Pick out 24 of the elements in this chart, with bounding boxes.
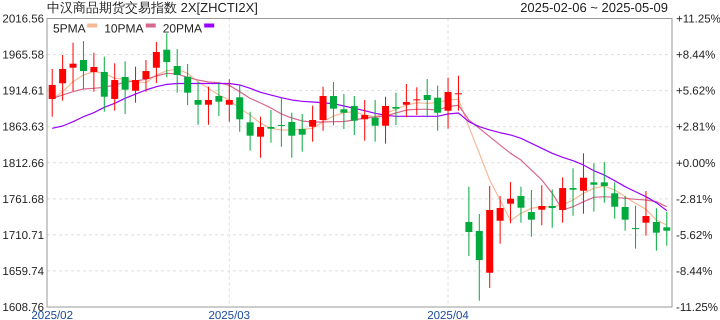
y2-tick-label: -2.81% bbox=[676, 194, 712, 206]
y-tick-label: 1659.74 bbox=[2, 266, 45, 278]
x-tick-label: 2025/03 bbox=[208, 310, 250, 320]
x-tick-label: 2025/04 bbox=[427, 310, 470, 320]
subtitle: 2025-02-06 ~ 2025-05-09 bbox=[520, 0, 668, 15]
y-tick-label: 1710.71 bbox=[2, 230, 44, 242]
y-tick-label: 1965.58 bbox=[2, 50, 44, 62]
legend-label: 5PMA bbox=[53, 22, 86, 36]
y-tick-label: 1914.61 bbox=[2, 86, 44, 98]
y2-tick-label: +2.81% bbox=[676, 122, 716, 134]
y-tick-label: 2016.56 bbox=[2, 14, 44, 26]
title: 中汉商品期货交易指数 2X[ZHCTI2X] bbox=[47, 0, 258, 15]
y-tick-label: 1812.66 bbox=[2, 158, 44, 170]
legend-label: 10PMA bbox=[104, 22, 144, 36]
y-tick-label: 1761.68 bbox=[2, 194, 44, 206]
y2-tick-label: +8.44% bbox=[676, 50, 716, 62]
y-tick-label: 1863.63 bbox=[2, 122, 44, 134]
y2-tick-label: -5.62% bbox=[676, 230, 712, 242]
y2-tick-label: -11.25% bbox=[676, 302, 718, 314]
x-tick-label: 2025/02 bbox=[31, 310, 73, 320]
y2-tick-label: +0.00% bbox=[676, 158, 716, 170]
y2-tick-label: -8.44% bbox=[676, 266, 712, 278]
y2-tick-label: +5.62% bbox=[676, 86, 716, 98]
legend-label: 20PMA bbox=[162, 22, 202, 36]
